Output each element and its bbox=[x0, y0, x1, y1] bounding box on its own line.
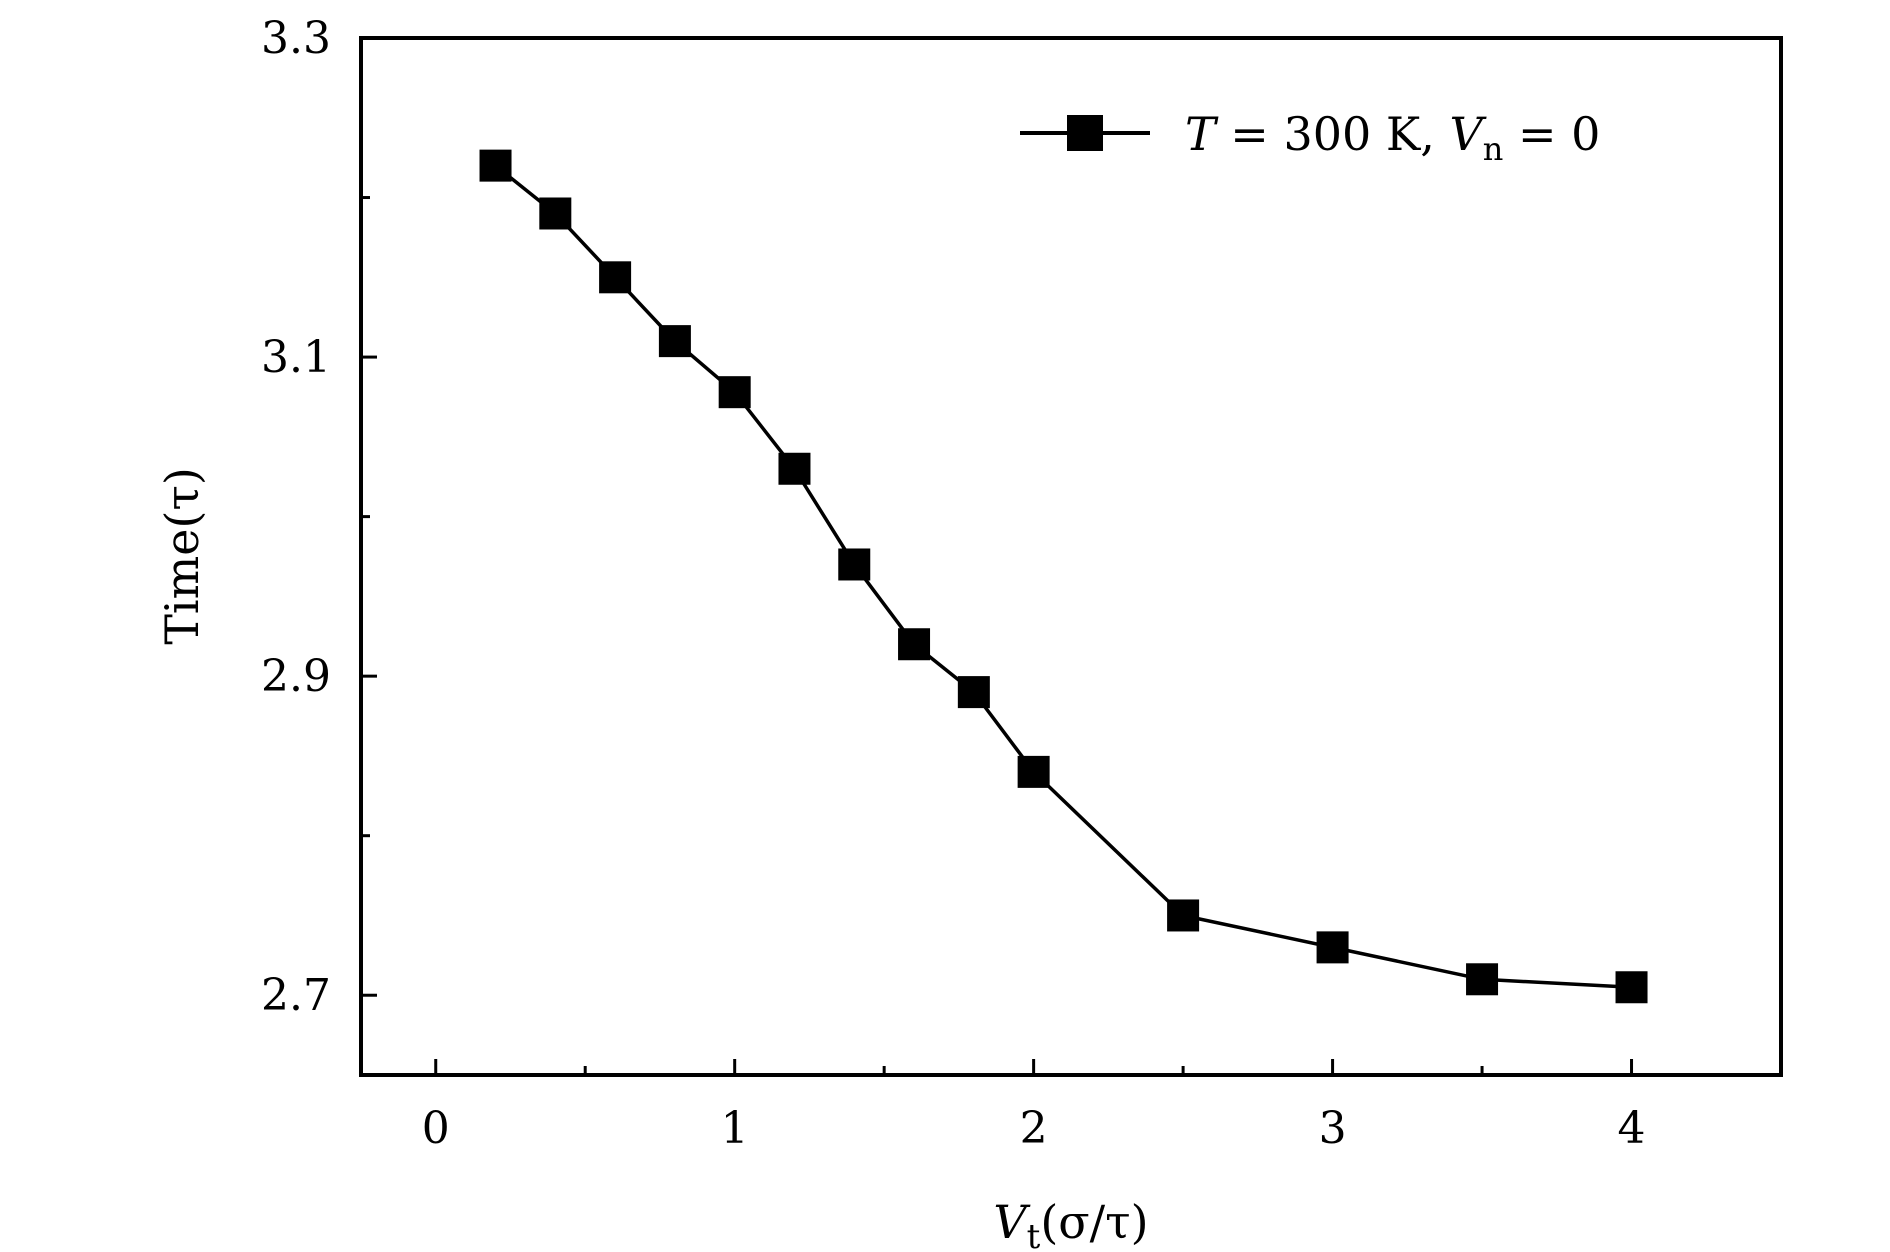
y-tick-label: 3.3 bbox=[261, 13, 331, 64]
tick-labels: 0 1 2 3 4 2.7 2.9 3.1 3.3 bbox=[261, 13, 1646, 1154]
x-tick-label: 4 bbox=[1618, 1103, 1646, 1154]
data-point-marker bbox=[658, 325, 691, 358]
data-point-marker bbox=[599, 261, 632, 294]
x-tick-label: 2 bbox=[1020, 1103, 1048, 1154]
legend-eq1: = 300 K, bbox=[1216, 107, 1450, 161]
data-point-marker bbox=[1466, 963, 1499, 996]
data-point-marker bbox=[1615, 971, 1648, 1004]
plot-frame bbox=[359, 36, 1783, 1077]
legend: T = 300 K, Vn = 0 bbox=[1020, 107, 1600, 168]
data-point-marker bbox=[1167, 899, 1200, 932]
y-tick-label: 2.7 bbox=[261, 970, 331, 1021]
legend-T: T bbox=[1185, 107, 1219, 161]
data-point-marker bbox=[778, 452, 811, 485]
data-point-marker bbox=[1017, 755, 1050, 788]
legend-sub: n bbox=[1483, 130, 1504, 168]
legend-marker bbox=[1067, 115, 1103, 151]
y-tick-label: 3.1 bbox=[261, 332, 331, 383]
series-line bbox=[494, 164, 1632, 990]
x-axis-label-main: V bbox=[993, 1195, 1031, 1249]
legend-eq2: = 0 bbox=[1503, 107, 1600, 161]
data-point-marker bbox=[898, 628, 931, 661]
y-axis-label: Time(τ) bbox=[155, 467, 209, 645]
x-tick-label: 1 bbox=[721, 1103, 749, 1154]
legend-label: T = 300 K, Vn = 0 bbox=[1185, 107, 1600, 168]
x-tick-label: 0 bbox=[422, 1103, 450, 1154]
x-axis-label: Vt(σ/τ) bbox=[993, 1195, 1148, 1252]
y-tick-label: 2.9 bbox=[261, 651, 331, 702]
x-axis-label-sub: t bbox=[1027, 1217, 1041, 1252]
axis-ticks bbox=[361, 36, 1634, 1075]
legend-V: V bbox=[1450, 107, 1488, 161]
data-point-marker bbox=[838, 548, 871, 581]
data-point-marker bbox=[957, 676, 990, 709]
series-group bbox=[479, 149, 1648, 1004]
x-axis-label-rest: (σ/τ) bbox=[1040, 1195, 1148, 1249]
data-point-marker bbox=[1316, 931, 1349, 964]
data-point-marker bbox=[479, 149, 512, 182]
data-point-marker bbox=[718, 376, 751, 409]
data-point-marker bbox=[539, 197, 572, 230]
x-tick-label: 3 bbox=[1319, 1103, 1347, 1154]
